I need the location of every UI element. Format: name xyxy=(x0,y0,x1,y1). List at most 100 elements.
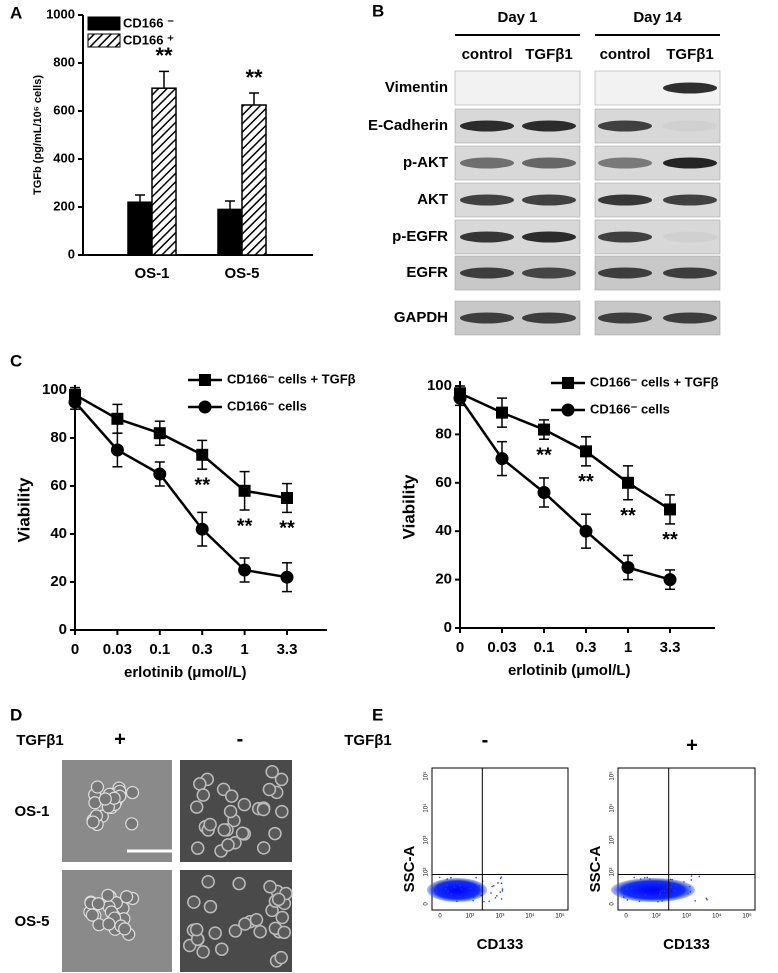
cell xyxy=(275,804,289,819)
x-tick-label: OS-5 xyxy=(224,265,259,282)
protein-label: GAPDH xyxy=(394,309,448,326)
cell xyxy=(274,772,289,787)
cell xyxy=(189,800,204,814)
marker xyxy=(111,412,124,425)
panel-label: C xyxy=(10,351,22,370)
significance: ** xyxy=(194,474,210,496)
cell xyxy=(274,950,288,965)
cell xyxy=(235,826,250,840)
y-tick-label: 10⁴ xyxy=(609,803,616,813)
cell xyxy=(196,945,210,959)
marker xyxy=(281,492,293,504)
y-tick-label: 80 xyxy=(435,425,452,442)
band xyxy=(663,82,717,94)
cell xyxy=(262,782,277,797)
cell xyxy=(102,917,116,931)
band xyxy=(522,194,576,206)
cell xyxy=(268,826,282,841)
line xyxy=(458,397,671,581)
band xyxy=(522,267,576,279)
event xyxy=(649,878,651,880)
x-tick-label: 10³ xyxy=(496,914,505,920)
x-tick-label: 3.3 xyxy=(660,639,681,656)
event xyxy=(690,879,693,881)
event xyxy=(483,900,485,903)
cell xyxy=(265,765,279,779)
event xyxy=(460,888,463,891)
treatment-label: TGFβ1 xyxy=(344,732,392,749)
marker xyxy=(663,573,677,587)
event xyxy=(501,888,504,890)
y-axis-label: TGFb (pg/mL/10⁶ cells) xyxy=(32,75,44,195)
x-tick-label: 3.3 xyxy=(277,641,298,658)
cell xyxy=(238,917,252,931)
cell xyxy=(101,888,115,902)
legend-marker xyxy=(562,377,574,389)
cell xyxy=(217,823,231,837)
x-tick-label: 0 xyxy=(71,641,79,658)
day-header: Day 14 xyxy=(633,9,682,26)
x-tick-label: OS-1 xyxy=(134,265,169,282)
legend-label: CD166⁻ cells xyxy=(590,401,670,416)
event xyxy=(626,899,629,901)
event xyxy=(473,892,476,895)
y-tick-label: 0 xyxy=(424,902,430,906)
event xyxy=(698,875,701,878)
event xyxy=(473,896,475,899)
legend-marker xyxy=(198,400,212,414)
band xyxy=(663,312,717,324)
x-tick-label: 10³ xyxy=(682,914,691,920)
band xyxy=(663,231,717,243)
bar xyxy=(241,104,267,256)
band xyxy=(460,157,514,169)
treatment-sign: + xyxy=(114,728,126,750)
event xyxy=(706,898,708,901)
y-tick-label: 100 xyxy=(42,381,67,398)
band xyxy=(598,120,652,132)
event xyxy=(626,883,629,886)
cell xyxy=(215,942,229,956)
x-tick-label: 10² xyxy=(466,914,475,920)
band xyxy=(663,194,717,206)
cell xyxy=(249,913,264,927)
x-tick-label: 0.3 xyxy=(576,639,597,656)
bar xyxy=(151,87,177,256)
protein-label: AKT xyxy=(417,191,448,208)
cell xyxy=(256,802,271,817)
event xyxy=(633,876,635,879)
cell xyxy=(125,785,140,800)
y-axis-label: SSC-A xyxy=(587,845,604,892)
cell-line-label: OS-5 xyxy=(14,913,49,930)
y-tick-label: 0 xyxy=(68,246,75,261)
y-tick-label: 60 xyxy=(50,477,67,494)
cell xyxy=(232,876,246,891)
event xyxy=(490,892,492,894)
marker xyxy=(196,448,209,461)
event xyxy=(499,891,502,893)
event xyxy=(644,876,646,879)
event xyxy=(705,897,708,900)
y-tick-label: 10³ xyxy=(610,836,616,845)
y-tick-label: 10² xyxy=(610,868,616,877)
event xyxy=(499,877,502,880)
event xyxy=(637,895,640,898)
y-axis-label: Viability xyxy=(399,474,418,539)
event xyxy=(638,900,641,903)
x-tick-label: 0 xyxy=(438,914,442,920)
band xyxy=(598,267,652,279)
event xyxy=(446,878,448,880)
x-tick-label: 0.3 xyxy=(192,641,213,658)
band xyxy=(460,312,514,324)
legend-label: CD166⁻ cells + TGFβ xyxy=(227,371,356,386)
y-tick-label: 10⁵ xyxy=(609,771,616,781)
panel-label: D xyxy=(10,705,22,724)
event xyxy=(690,875,693,877)
marker xyxy=(238,563,252,577)
day-header: Day 1 xyxy=(497,9,537,26)
event xyxy=(669,878,672,881)
x-tick-label: 1 xyxy=(624,639,632,656)
event xyxy=(441,882,444,884)
significance: ** xyxy=(536,445,552,467)
cell xyxy=(98,792,112,806)
cell xyxy=(277,925,291,940)
